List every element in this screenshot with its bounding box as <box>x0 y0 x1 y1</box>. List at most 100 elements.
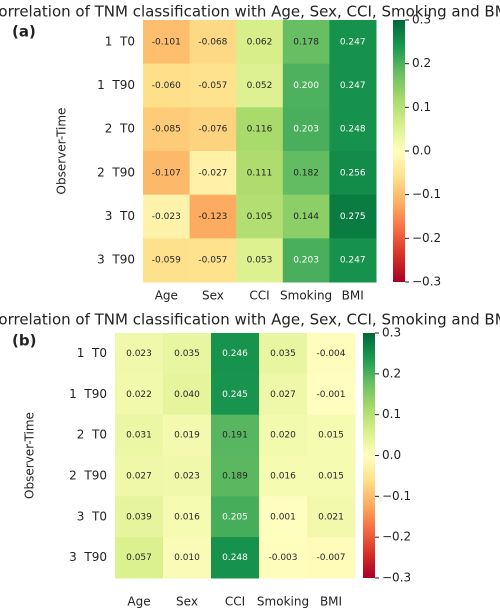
chart-title: Correlation of TNM classification with A… <box>0 3 500 21</box>
cell-label: -0.057 <box>198 256 227 266</box>
colorbar-tick-label: 0.0 <box>412 144 431 158</box>
heatmap-cell <box>115 455 164 497</box>
colorbar-tick-label: −0.1 <box>412 187 441 201</box>
colorbar-tick-label: −0.2 <box>412 231 441 245</box>
heatmap-cell <box>307 373 356 416</box>
cell-label: 0.023 <box>174 471 200 481</box>
heatmap-cell <box>189 63 237 108</box>
cell-label: -0.057 <box>198 81 227 91</box>
cell-label: 0.016 <box>270 471 296 481</box>
cell-label: -0.059 <box>152 256 181 266</box>
heatmap-cell <box>307 455 356 497</box>
cell-label: 0.178 <box>293 37 319 47</box>
x-tick-label: BMI <box>342 289 364 303</box>
heatmap-cell <box>189 238 237 283</box>
cell-label: -0.107 <box>152 168 181 178</box>
heatmap-cell <box>211 455 260 497</box>
heatmap-cell <box>282 107 330 152</box>
cell-label: -0.060 <box>152 81 181 91</box>
colorbar-tick-label: −0.2 <box>382 530 411 544</box>
heatmap-cell <box>329 151 377 196</box>
heatmap-cell <box>329 20 377 65</box>
cell-label: -0.068 <box>198 37 227 47</box>
y-tick-label: 3 T90 <box>97 253 135 267</box>
x-tick-label: Smoking <box>257 595 309 609</box>
y-tick-label: 1 T0 <box>77 346 107 360</box>
heatmap-cell <box>329 63 377 108</box>
cell-label: 0.022 <box>126 390 152 400</box>
heatmap-cell <box>163 414 212 456</box>
heatmap-cell <box>282 238 330 283</box>
cell-label: 0.052 <box>247 81 273 91</box>
heatmap-cell <box>115 537 164 579</box>
y-tick-label: 3 T0 <box>105 209 135 223</box>
heatmap-cell <box>189 107 237 152</box>
cell-label: 0.057 <box>126 553 152 563</box>
y-tick-label: 1 T90 <box>97 78 135 92</box>
cell-label: 0.256 <box>340 168 366 178</box>
heatmap-cell <box>236 194 284 239</box>
x-tick-label: Age <box>127 595 150 609</box>
heatmap-cell <box>115 496 164 538</box>
cell-label: 0.247 <box>340 81 366 91</box>
heatmap-cell <box>189 151 237 196</box>
heatmap-cell <box>307 333 356 375</box>
y-tick-label: 2 T90 <box>97 165 135 179</box>
cell-label: 0.035 <box>270 349 296 359</box>
heatmap-cell <box>163 496 212 538</box>
colorbar-tick-label: 0.1 <box>382 407 401 421</box>
heatmap-cell <box>163 537 212 579</box>
y-tick-label: 3 T0 <box>77 509 107 523</box>
cell-label: 0.015 <box>318 471 344 481</box>
heatmap-cell <box>307 414 356 456</box>
cell-label: 0.016 <box>174 512 200 522</box>
cell-label: 0.035 <box>174 349 200 359</box>
cell-label: 0.191 <box>222 431 248 441</box>
cell-label: 0.200 <box>293 81 319 91</box>
cell-label: 0.023 <box>126 349 152 359</box>
colorbar <box>363 333 375 578</box>
heatmap-cell <box>236 20 284 65</box>
x-tick-label: Smoking <box>280 289 332 303</box>
colorbar-tick-label: 0.3 <box>382 326 401 340</box>
heatmap-cell <box>211 333 260 375</box>
cell-label: 0.247 <box>340 256 366 266</box>
heatmap-cell <box>143 151 191 196</box>
heatmap-cell <box>143 107 191 152</box>
cell-label: 0.203 <box>293 125 319 135</box>
heatmap-cell <box>282 151 330 196</box>
x-tick-label: CCI <box>225 595 245 609</box>
colorbar-tick-label: 0.0 <box>382 448 401 462</box>
y-tick-label: 2 T0 <box>77 428 107 442</box>
colorbar-tick-label: 0.2 <box>382 366 401 380</box>
heatmap-cell <box>236 238 284 283</box>
heatmap-cell <box>211 373 260 416</box>
heatmap-cell <box>115 333 164 375</box>
cell-label: 0.015 <box>318 431 344 441</box>
cell-label: 0.203 <box>293 256 319 266</box>
cell-label: 0.027 <box>270 390 296 400</box>
colorbar-tick-label: 0.1 <box>412 100 431 114</box>
heatmap-cell <box>329 238 377 283</box>
panel-label: (b) <box>12 332 36 350</box>
x-tick-label: Age <box>155 289 178 303</box>
heatmap-cell <box>211 496 260 538</box>
heatmap-cell <box>189 20 237 65</box>
heatmap-cell <box>143 238 191 283</box>
cell-label: 0.105 <box>247 212 273 222</box>
cell-label: 0.245 <box>222 390 248 400</box>
cell-label: 0.053 <box>247 256 273 266</box>
y-tick-label: 2 T90 <box>69 468 107 482</box>
heatmap-cell <box>259 537 308 579</box>
heatmap-cell <box>259 373 308 416</box>
cell-label: 0.111 <box>247 168 273 178</box>
panel-label: (a) <box>12 23 36 41</box>
heatmap-cell <box>236 107 284 152</box>
cell-label: 0.001 <box>270 512 296 522</box>
heatmap-cell <box>189 194 237 239</box>
heatmap-cell <box>163 333 212 375</box>
cell-label: -0.004 <box>316 349 345 359</box>
cell-label: -0.007 <box>316 553 345 563</box>
y-axis-label: Observer-Time <box>55 108 69 195</box>
